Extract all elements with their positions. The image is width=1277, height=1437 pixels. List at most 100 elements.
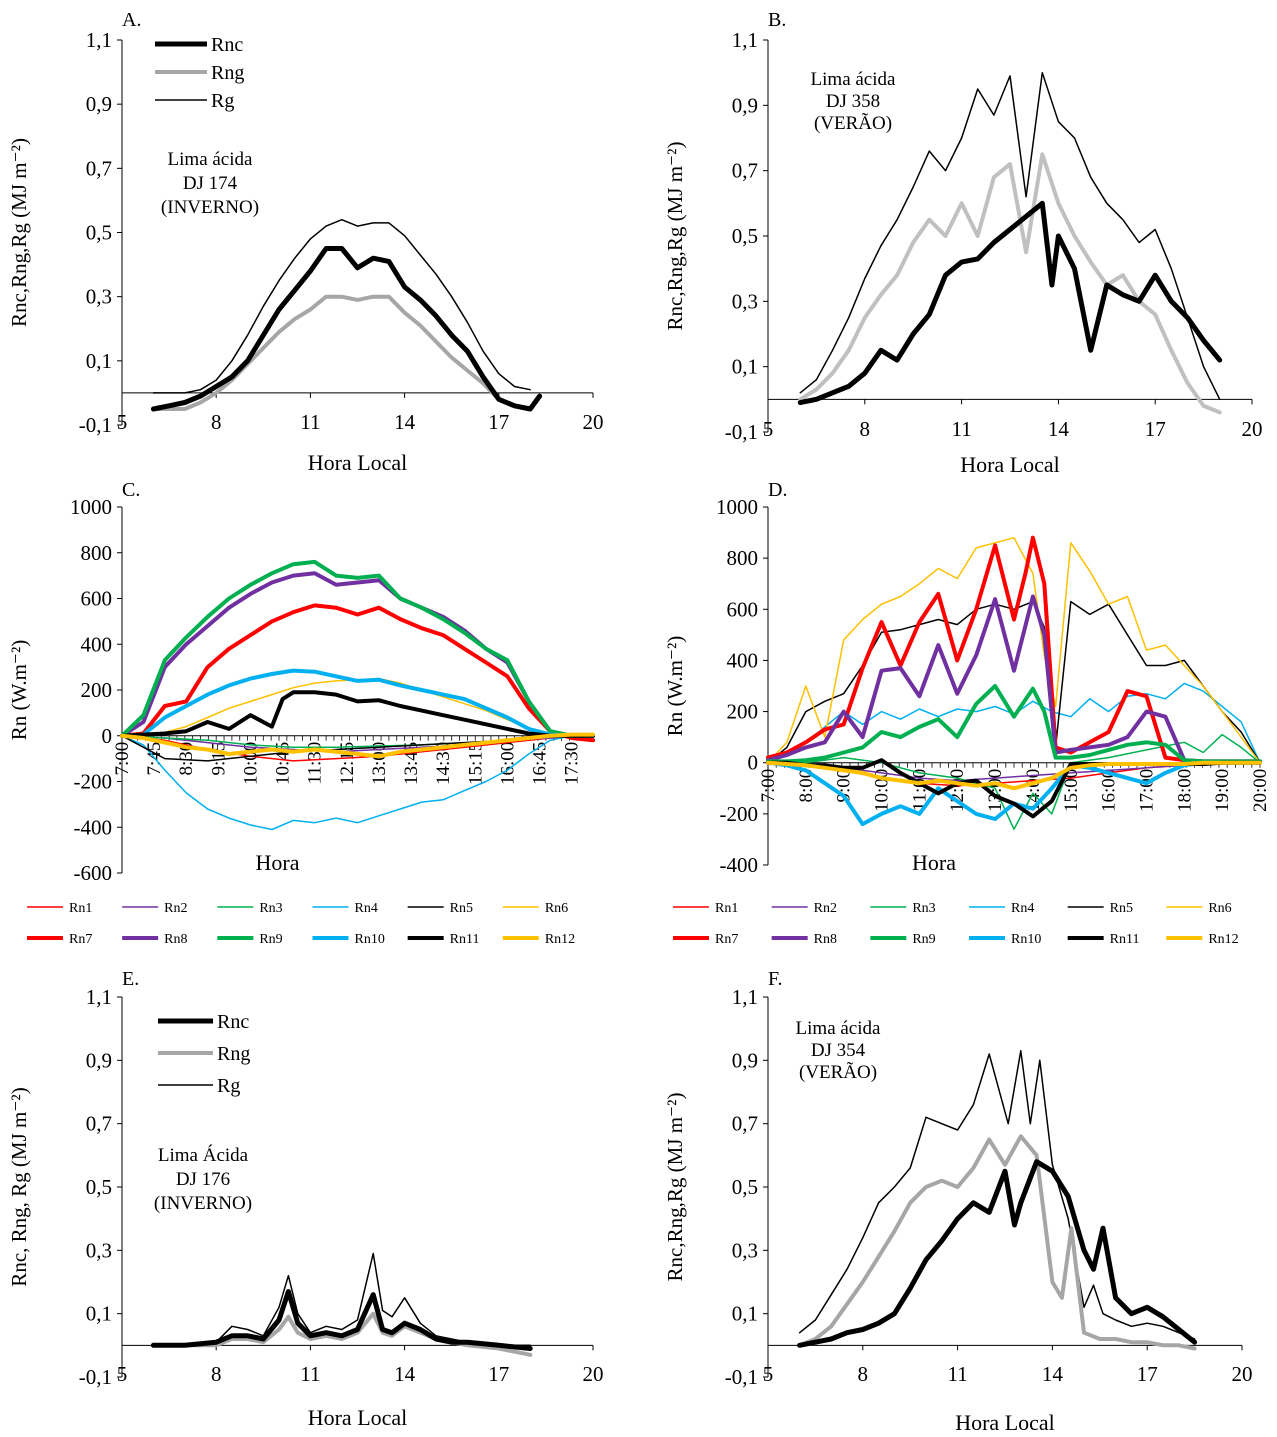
series-line-rn9 [120, 559, 595, 738]
legend-label-rn1: Rn1 [69, 901, 92, 916]
x-tick-label: 14 [394, 1362, 416, 1386]
y-axis-label: Rn (W.m⁻²) [663, 636, 687, 737]
x-tick-label: 17:30 [562, 742, 583, 785]
y-tick-label: 0,3 [732, 1238, 758, 1262]
x-tick-label: 15:15 [465, 742, 486, 785]
x-tick-label: 17 [1137, 1362, 1158, 1386]
series-line-rng [798, 152, 1222, 415]
x-tick-label: 11 [300, 410, 320, 434]
legend-label-rn6: Rn6 [545, 901, 568, 916]
y-tick-label: 0,5 [86, 1175, 112, 1199]
annotation-line: (VERÃO) [814, 112, 892, 134]
y-tick-label: 200 [81, 678, 113, 702]
x-tick-label: 8 [858, 1362, 869, 1386]
legend-label-rn7: Rn7 [715, 932, 738, 947]
annotation-line: (INVERNO) [154, 1193, 252, 1214]
legend-label-rn5: Rn5 [1110, 901, 1133, 916]
legend-label-rn8: Rn8 [814, 932, 837, 947]
series-line-rn7 [120, 603, 595, 743]
y-tick-label: 600 [727, 597, 759, 621]
x-axis-label: Hora [912, 850, 956, 875]
x-tick-label: 20:00 [1250, 769, 1271, 812]
series-line-rnc [797, 1159, 1198, 1348]
y-axis-label: Rnc,Rng,Rg (MJ m⁻²) [663, 1093, 687, 1282]
legend-label-rn1: Rn1 [715, 901, 738, 916]
chart-panel-a: A. -0,1 0,1 0,3 0,5 0,7 0,9 1,1 5 8 11 14 17 20 Hora L… [7, 9, 604, 475]
chart-panel-f: F. -0,1 0,1 0,3 0,5 0,7 0,9 1,1 5 8 11 14 17 20 Hora L… [663, 968, 1253, 1435]
x-tick-label: 20 [1232, 1362, 1253, 1386]
y-tick-label: 0,7 [732, 1112, 758, 1136]
annotation-line: Lima ácida [811, 69, 896, 90]
x-tick-label: 14 [394, 410, 416, 434]
series-line-rn7 [766, 535, 1262, 764]
y-axis-label: Rnc,Rng,Rg (MJ m⁻²) [663, 142, 687, 331]
legend-label-rn9: Rn9 [259, 932, 282, 947]
series-line-rn6 [767, 536, 1261, 764]
x-tick-label: 5 [117, 410, 128, 434]
legend-label-rnc: Rnc [211, 34, 243, 56]
y-tick-label: 400 [727, 648, 759, 672]
y-tick-label: 1000 [716, 495, 758, 519]
series-line-rnc [150, 1289, 533, 1351]
y-tick-label: -0,1 [725, 420, 758, 444]
y-tick-label: -0,1 [79, 1365, 112, 1389]
y-axis-label: Rn (W.m⁻²) [7, 640, 31, 741]
y-tick-label: 1000 [70, 495, 112, 519]
panel-label: B. [768, 9, 786, 31]
x-tick-label: 14 [1048, 417, 1070, 441]
y-tick-label: 0,5 [732, 1175, 758, 1199]
x-tick-label: 17 [488, 1362, 509, 1386]
legend-label-rng: Rng [211, 62, 244, 84]
x-tick-label: 5 [763, 1362, 774, 1386]
x-tick-label: 5 [117, 1362, 128, 1386]
y-tick-label: 0,7 [732, 159, 758, 183]
x-tick-label: 17 [488, 410, 509, 434]
series-line-rn12 [766, 760, 1262, 791]
series-line-rg [152, 1252, 531, 1347]
x-axis-label: Hora Local [960, 452, 1060, 477]
legend-label-rg: Rg [211, 90, 234, 112]
y-tick-label: 1,1 [732, 28, 758, 52]
y-tick-label: -400 [720, 853, 759, 877]
legend-label-rg: Rg [217, 1075, 240, 1097]
x-tick-label: 8 [860, 417, 871, 441]
y-tick-label: 0,1 [732, 355, 758, 379]
legend-label-rn11: Rn11 [450, 932, 480, 947]
x-tick-label: 17 [1145, 417, 1166, 441]
x-tick-label: 16:00 [1099, 769, 1120, 812]
series-line-rn4 [121, 735, 594, 831]
series-line-rn8 [766, 594, 1262, 764]
y-tick-label: 0,1 [86, 1302, 112, 1326]
y-tick-label: 0,1 [732, 1302, 758, 1326]
annotation-line: DJ 174 [183, 173, 238, 194]
x-tick-label: 14 [1042, 1362, 1064, 1386]
legend-label-rn12: Rn12 [1208, 932, 1238, 947]
x-axis-label: Hora [256, 850, 300, 875]
series-line-rn10 [120, 668, 595, 738]
y-tick-label: 0,9 [732, 1048, 758, 1072]
series-line-rg [799, 71, 1221, 401]
x-tick-label: 8:00 [796, 769, 817, 803]
x-tick-label: 11 [951, 417, 971, 441]
legend-label-rn7: Rn7 [69, 932, 92, 947]
y-tick-label: 1,1 [86, 985, 112, 1009]
legend-label-rn9: Rn9 [912, 932, 935, 947]
annotation-line: DJ 176 [176, 1169, 230, 1190]
x-tick-label: 17:00 [1136, 769, 1157, 812]
y-tick-label: 0,3 [86, 285, 112, 309]
y-tick-label: -200 [720, 802, 759, 826]
y-tick-label: 0,9 [86, 1048, 112, 1072]
x-tick-label: 7:00 [112, 742, 133, 776]
legend-label-rn10: Rn10 [355, 932, 385, 947]
y-tick-label: 0,1 [86, 349, 112, 373]
legend-label-rnc: Rnc [217, 1011, 249, 1033]
y-tick-label: -0,1 [725, 1365, 758, 1389]
series-line-rn12 [120, 732, 595, 759]
series-line-rnc [150, 246, 543, 412]
annotation-line: DJ 354 [811, 1040, 866, 1061]
y-tick-label: 0,5 [732, 224, 758, 248]
panel-label: E. [122, 968, 139, 990]
panel-label: D. [768, 479, 787, 501]
